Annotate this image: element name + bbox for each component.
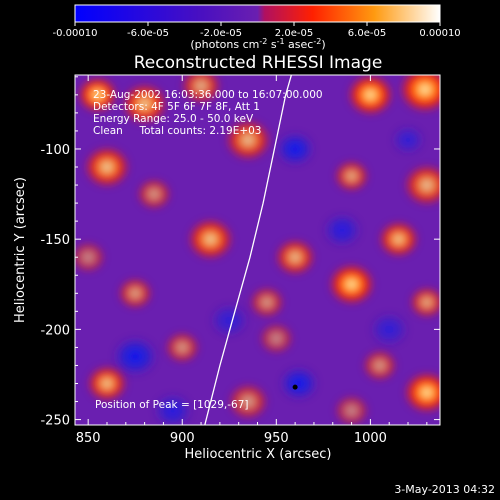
hot-region <box>328 263 375 305</box>
y-tick-label: -200 <box>40 323 70 338</box>
cold-region <box>324 214 361 246</box>
hot-region <box>87 365 127 402</box>
y-tick-label: -150 <box>40 233 70 248</box>
hot-region <box>249 287 284 318</box>
chart-title: Reconstructed RHESSI Image <box>134 53 383 73</box>
colorbar-tick-label: -6.0e-05 <box>127 28 169 39</box>
hot-region <box>362 350 397 381</box>
colorbar <box>74 4 441 23</box>
hot-region <box>347 75 393 116</box>
cold-region <box>280 367 317 400</box>
x-axis-label: Heliocentric X (arcsec) <box>185 447 332 462</box>
hot-region <box>334 160 369 192</box>
cold-region <box>211 304 248 337</box>
cold-region <box>392 126 424 154</box>
image-area <box>75 75 440 425</box>
colorbar-unit-label: (photons cm-2 s-1 asec-2) <box>190 37 325 51</box>
peak-marker <box>292 384 298 390</box>
y-axis-label: Heliocentric Y (arcsec) <box>13 177 28 323</box>
hot-region <box>165 332 200 363</box>
hot-region <box>334 395 369 425</box>
x-tick-label: 900 <box>170 431 195 446</box>
cold-region <box>154 394 191 425</box>
colorbar-tick-label: -2.0e-05 <box>200 28 242 39</box>
hot-region <box>84 146 130 188</box>
colorbar-tick-label: -0.00010 <box>53 28 98 39</box>
info-line-clean: Clean Total counts: 2.19E+03 <box>93 125 262 137</box>
cold-region <box>277 133 314 165</box>
hot-region <box>187 218 234 260</box>
info-block: 23-Aug-2002 16:03:36.000 to 16:07:00.000… <box>93 89 323 137</box>
hot-region <box>122 83 168 125</box>
hot-region <box>378 221 419 257</box>
hot-region <box>259 323 294 354</box>
hot-region <box>399 75 440 113</box>
info-line-energy: Energy Range: 25.0 - 50.0 keV <box>93 113 254 125</box>
hot-region <box>275 239 315 275</box>
hot-region <box>404 164 440 206</box>
hot-region <box>75 241 106 273</box>
footer-timestamp: 3-May-2013 04:32 <box>394 483 495 496</box>
info-line-detectors: Detectors: 4F 5F 6F 7F 8F, Att 1 <box>93 101 260 113</box>
colorbar-tick-label: 0.00010 <box>419 28 460 39</box>
y-tick-label: -100 <box>40 143 70 158</box>
hot-region <box>181 75 221 104</box>
hot-region <box>225 119 271 161</box>
cold-region <box>114 338 157 375</box>
hot-region <box>137 178 171 210</box>
hot-region <box>77 77 118 113</box>
y-tick-label: -250 <box>40 414 70 429</box>
hot-region <box>118 278 153 309</box>
solar-limb-line <box>204 75 293 425</box>
hot-region <box>228 383 268 420</box>
x-tick-label: 1000 <box>354 431 387 446</box>
hot-region <box>404 372 440 413</box>
hot-region <box>409 287 440 318</box>
info-line-time: 23-Aug-2002 16:03:36.000 to 16:07:00.000 <box>93 89 323 101</box>
x-tick-label: 950 <box>264 431 289 446</box>
cold-region <box>371 313 408 346</box>
colorbar-tick-label: 2.0e-05 <box>275 28 313 39</box>
x-tick-label: 850 <box>76 431 101 446</box>
colorbar-tick-label: 6.0e-05 <box>348 28 386 39</box>
peak-position-label: Position of Peak = [1029,-67] <box>95 399 249 411</box>
